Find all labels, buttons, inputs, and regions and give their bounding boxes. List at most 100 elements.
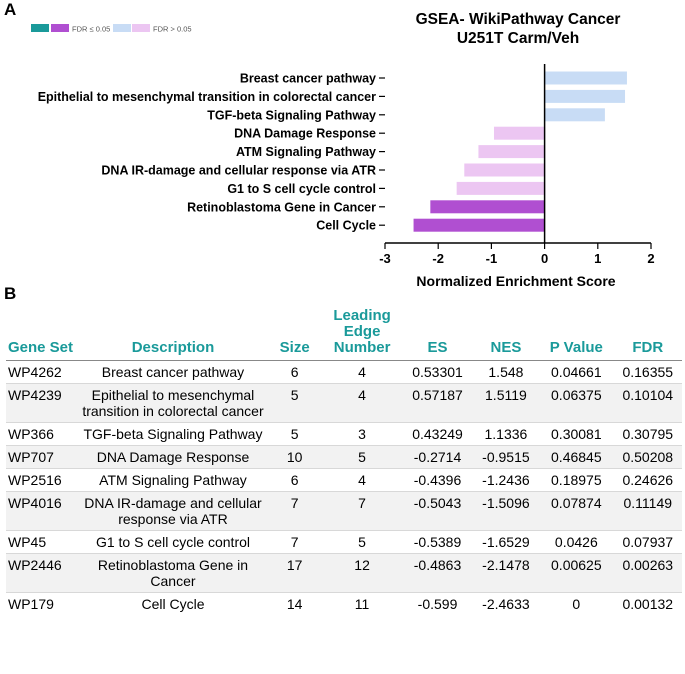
- table-cell: 0.16355: [613, 360, 682, 384]
- chart-title: GSEA- WikiPathway Cancer: [416, 11, 621, 28]
- table-cell: DNA Damage Response: [78, 445, 268, 469]
- table-cell: TGF-beta Signaling Pathway: [78, 422, 268, 446]
- table-cell: -1.5096: [472, 491, 540, 531]
- table-cell: 0.11149: [613, 491, 682, 531]
- category-label-9: Cell Cycle: [316, 219, 376, 233]
- table-cell: WP2446: [6, 553, 79, 593]
- table-cell: 0.43249: [402, 422, 473, 446]
- table-cell: DNA IR-damage and cellular response via …: [78, 491, 268, 531]
- legend-swatch-nonsig-neg: [132, 24, 150, 32]
- column-header-8: FDR: [613, 306, 682, 361]
- table-cell: 0.18975: [539, 468, 614, 492]
- column-header-5: ES: [402, 306, 473, 361]
- table-cell: -2.4633: [472, 592, 540, 615]
- table-cell: 0.24626: [613, 468, 682, 492]
- table-cell: 0.06375: [539, 383, 614, 423]
- table-cell: 10: [267, 445, 322, 469]
- table-cell: -0.4863: [402, 553, 473, 593]
- table-row: WP4239 Epithelial to mesenchymal transiti…: [6, 383, 682, 423]
- table-header-row: Gene Set Description Size Leading Edge Numb…: [6, 306, 682, 361]
- bar-4: [493, 126, 545, 140]
- table-cell: Breast cancer pathway: [78, 360, 268, 384]
- table-cell: 6: [267, 468, 322, 492]
- category-label-4: DNA Damage Response: [234, 127, 376, 141]
- table-cell: -0.2714: [402, 445, 473, 469]
- table-cell: 3: [321, 422, 403, 446]
- column-header-1: Gene Set: [6, 306, 79, 361]
- table-body: WP4262 Breast cancer pathway 6 4 0.53301 1.54…: [6, 360, 682, 615]
- table-cell: G1 to S cell cycle control: [78, 530, 268, 554]
- table-cell: 5: [321, 445, 403, 469]
- legend-swatch-nonsig-pos: [113, 24, 131, 32]
- x-tick-label-3: 0: [541, 251, 548, 266]
- legend-swatch-sig: [51, 24, 69, 32]
- x-tick-label-1: -2: [432, 251, 444, 266]
- table-cell: 1.5119: [472, 383, 540, 423]
- table-cell: 0.0426: [539, 530, 614, 554]
- table-cell: 14: [267, 592, 322, 615]
- category-label-2: Epithelial to mesenchymal transition in …: [38, 90, 376, 104]
- x-axis-ticks: -3 -2 -1 0 1 2: [379, 243, 655, 266]
- panel-label-a: A: [4, 0, 17, 19]
- x-tick-label-0: -3: [379, 251, 391, 266]
- table-cell: -2.1478: [472, 553, 540, 593]
- table-cell: 0.10104: [613, 383, 682, 423]
- table-cell: 4: [321, 383, 403, 423]
- x-tick-label-4: 1: [594, 251, 601, 266]
- table-cell: 0.46845: [539, 445, 614, 469]
- table-cell: WP4239: [6, 383, 79, 423]
- table-row: WP366 TGF-beta Signaling Pathway 5 3 0.43249…: [6, 422, 682, 446]
- table-cell: -0.599: [402, 592, 473, 615]
- bar-1: [544, 71, 627, 85]
- table-cell: -1.2436: [472, 468, 540, 492]
- category-label-3: TGF-beta Signaling Pathway: [207, 108, 376, 122]
- chart-subtitle: U251T Carm/Veh: [457, 30, 579, 47]
- table-cell: ATM Signaling Pathway: [78, 468, 268, 492]
- legend-label-sig: FDR ≤ 0.05: [72, 25, 110, 34]
- table-cell: 5: [267, 422, 322, 446]
- category-labels: Breast cancer pathway Epithelial to mesen…: [38, 72, 376, 233]
- table-cell: WP179: [6, 592, 79, 615]
- table-row: WP2516 ATM Signaling Pathway 6 4 -0.4396 -1.2…: [6, 468, 682, 492]
- column-header-3: Size: [267, 306, 322, 361]
- nes-bar-chart: FDR ≤ 0.05 FDR > 0.05 GSEA- WikiPathway …: [31, 11, 655, 289]
- legend-swatch-teal: [31, 24, 49, 32]
- x-tick-label-2: -1: [486, 251, 498, 266]
- bar-9: [413, 218, 545, 232]
- table-cell: 0.00132: [613, 592, 682, 615]
- gsea-results-table: Gene Set Description Size Leading Edge Numb…: [6, 306, 682, 615]
- panel-label-b: B: [4, 284, 17, 303]
- x-axis-label: Normalized Enrichment Score: [416, 273, 615, 289]
- table-cell: -0.4396: [402, 468, 473, 492]
- legend-label-nonsig: FDR > 0.05: [153, 25, 192, 34]
- table-cell: 0.50208: [613, 445, 682, 469]
- table-cell: 5: [267, 383, 322, 423]
- column-header-4: Leading Edge Number: [321, 306, 403, 361]
- column-header-2: Description: [78, 306, 268, 361]
- table-cell: -1.6529: [472, 530, 540, 554]
- table-cell: 7: [321, 491, 403, 531]
- table-cell: 4: [321, 360, 403, 384]
- table-cell: 0.53301: [402, 360, 473, 384]
- table-cell: 7: [267, 530, 322, 554]
- table-row: WP707 DNA Damage Response 10 5 -0.2714 -0.951…: [6, 445, 682, 469]
- table-cell: 0.00625: [539, 553, 614, 593]
- category-label-7: G1 to S cell cycle control: [227, 182, 376, 196]
- table-cell: 0.30081: [539, 422, 614, 446]
- table-row: WP4016 DNA IR-damage and cellular respons…: [6, 491, 682, 531]
- table-cell: 0.30795: [613, 422, 682, 446]
- x-tick-label-5: 2: [647, 251, 654, 266]
- table-cell: 1.1336: [472, 422, 540, 446]
- table-cell: Cell Cycle: [78, 592, 268, 615]
- bar-3: [544, 108, 605, 122]
- table-cell: WP366: [6, 422, 79, 446]
- table-row: WP45 G1 to S cell cycle control 7 5 -0.5389-…: [6, 530, 682, 554]
- category-label-1: Breast cancer pathway: [240, 72, 376, 86]
- table-cell: WP4016: [6, 491, 79, 531]
- table-cell: Epithelial to mesenchymal transition in …: [78, 383, 268, 423]
- category-label-8: Retinoblastoma Gene in Cancer: [187, 200, 376, 214]
- category-label-5: ATM Signaling Pathway: [236, 145, 376, 159]
- table-cell: WP4262: [6, 360, 79, 384]
- table-cell: 0.07874: [539, 491, 614, 531]
- column-header-6: NES: [472, 306, 540, 361]
